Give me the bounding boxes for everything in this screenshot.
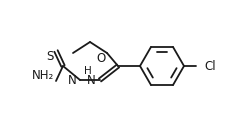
Text: NH₂: NH₂ <box>32 69 54 82</box>
Text: N: N <box>68 74 77 87</box>
Text: Cl: Cl <box>204 59 216 72</box>
Text: H: H <box>84 66 92 76</box>
Text: N: N <box>87 74 96 87</box>
Text: O: O <box>97 52 106 65</box>
Text: S: S <box>47 50 54 63</box>
